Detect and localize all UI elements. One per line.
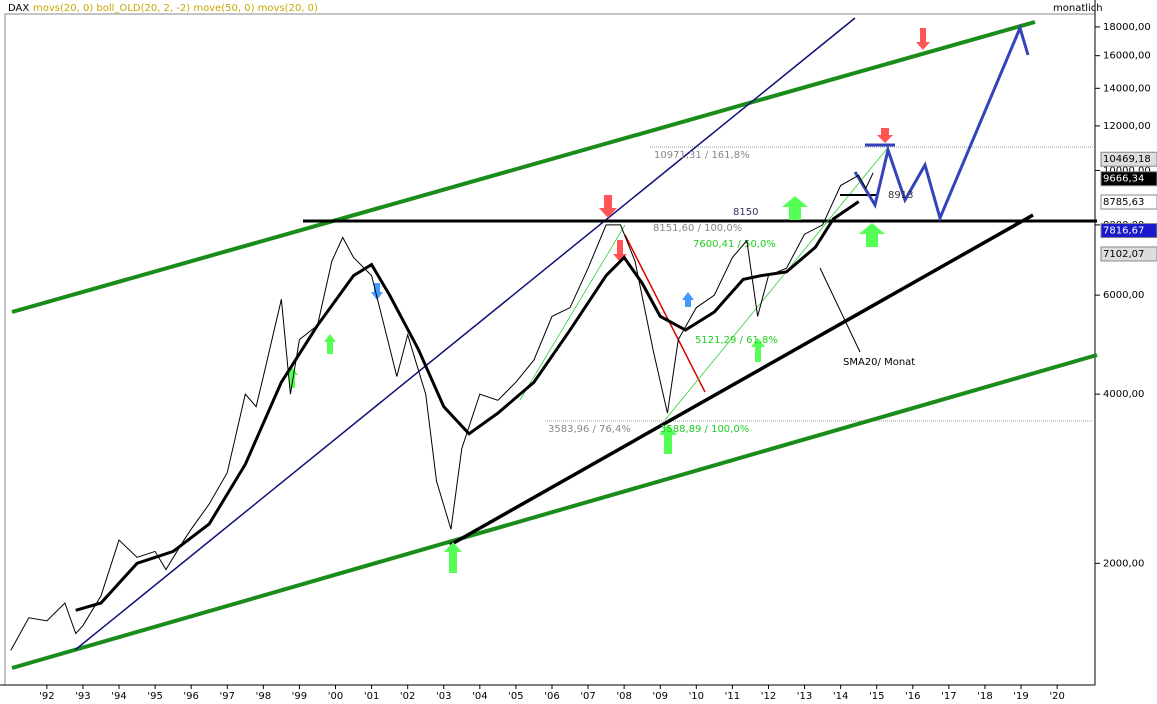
- annotation: 3588,89 / 100,0%: [660, 424, 749, 435]
- y-tick-label: 12000,00: [1103, 121, 1151, 132]
- fib-line: [664, 144, 891, 421]
- sell-arrow: [916, 28, 930, 50]
- buy-arrow: [324, 334, 336, 354]
- annotation: 10971,31 / 161,8%: [654, 150, 750, 161]
- y-tick-label: 10000,00: [1103, 165, 1151, 176]
- x-tick-label: '94: [111, 691, 126, 702]
- x-tick-label: '09: [652, 691, 667, 702]
- x-tick-label: '92: [39, 691, 54, 702]
- x-tick-label: '04: [472, 691, 487, 702]
- y-tick-label: 18000,00: [1103, 22, 1151, 33]
- price-box: [1100, 246, 1157, 262]
- trend-line: [74, 17, 856, 651]
- x-tick-label: '00: [328, 691, 343, 702]
- x-tick-label: '15: [869, 691, 884, 702]
- x-tick-label: '08: [616, 691, 631, 702]
- price-label: 9666,34: [1103, 174, 1144, 185]
- price-line: [75, 200, 860, 612]
- x-tick-label: '93: [75, 691, 90, 702]
- y-tick-label: 16000,00: [1103, 51, 1151, 62]
- annotation: 5121,29 / 61,8%: [695, 335, 778, 346]
- y-tick-label: 14000,00: [1103, 83, 1151, 94]
- price-label: 7816,67: [1103, 226, 1144, 237]
- x-tick-label: '01: [364, 691, 379, 702]
- x-tick-label: '18: [977, 691, 992, 702]
- annotation: 8150: [733, 207, 758, 218]
- x-tick-label: '02: [400, 691, 415, 702]
- price-box: [1100, 194, 1157, 210]
- annotation: 3583,96 / 76,4%: [548, 424, 631, 435]
- x-tick-label: '96: [183, 691, 198, 702]
- buy-arrow: [659, 425, 677, 454]
- sell-arrow: [599, 195, 617, 218]
- sell-arrow: [877, 128, 893, 143]
- y-tick-label: 6000,00: [1103, 290, 1144, 301]
- layout-lines: [11, 17, 1098, 670]
- x-tick-label: '13: [797, 691, 812, 702]
- x-tick-label: '98: [256, 691, 271, 702]
- buy-arrow: [782, 196, 808, 220]
- annotation: SMA20/ Monat: [843, 357, 915, 368]
- trend-line: [624, 234, 706, 393]
- trend-line: [11, 353, 1098, 670]
- symbol: DAX: [8, 3, 29, 14]
- x-tick-label: '12: [761, 691, 776, 702]
- x-tick-label: '97: [220, 691, 235, 702]
- signal-arrow: [682, 292, 694, 307]
- buy-arrow: [444, 542, 462, 573]
- trend-line: [11, 20, 1036, 314]
- annotation-pointer: [819, 267, 861, 353]
- x-tick-label: '16: [905, 691, 920, 702]
- x-tick-label: '99: [292, 691, 307, 702]
- x-tick-label: '14: [833, 691, 848, 702]
- buy-arrow: [751, 338, 765, 362]
- x-tick-label: '05: [508, 691, 523, 702]
- x-tick-label: '19: [1013, 691, 1028, 702]
- fib-line: [519, 224, 626, 401]
- price-box: [1100, 223, 1157, 239]
- price-label: 7102,07: [1103, 249, 1144, 260]
- indicators: movs(20, 0) boll_OLD(20, 2, -2) move(50,…: [33, 3, 318, 14]
- y-tick-label: 2000,00: [1103, 558, 1144, 569]
- annotation: 7600,41 / 50,0%: [693, 239, 776, 250]
- x-tick-label: '20: [1049, 691, 1064, 702]
- price-line: [10, 172, 874, 651]
- period: monatlich: [1053, 3, 1103, 14]
- x-tick-label: '10: [689, 691, 704, 702]
- annotation: 8913: [888, 190, 913, 201]
- annotation: 8151,60 / 100,0%: [653, 223, 742, 234]
- price-label: 8785,63: [1103, 197, 1144, 208]
- x-tick-label: '06: [544, 691, 559, 702]
- x-tick-label: '95: [147, 691, 162, 702]
- x-tick-label: '11: [725, 691, 740, 702]
- annotations: 10971,31 / 161,8% 8151,60 / 100,0% 8150 …: [548, 150, 915, 435]
- support-line: [449, 213, 1034, 547]
- x-tick-label: '03: [436, 691, 451, 702]
- price-box: [1100, 151, 1157, 167]
- projection-path: [853, 23, 1030, 223]
- x-tick-label: '07: [580, 691, 595, 702]
- x-tick-label: '17: [941, 691, 956, 702]
- price-box: [1100, 171, 1157, 187]
- buy-arrow: [859, 223, 885, 247]
- price-label: 10469,18: [1103, 154, 1151, 165]
- y-tick-label: 4000,00: [1103, 389, 1144, 400]
